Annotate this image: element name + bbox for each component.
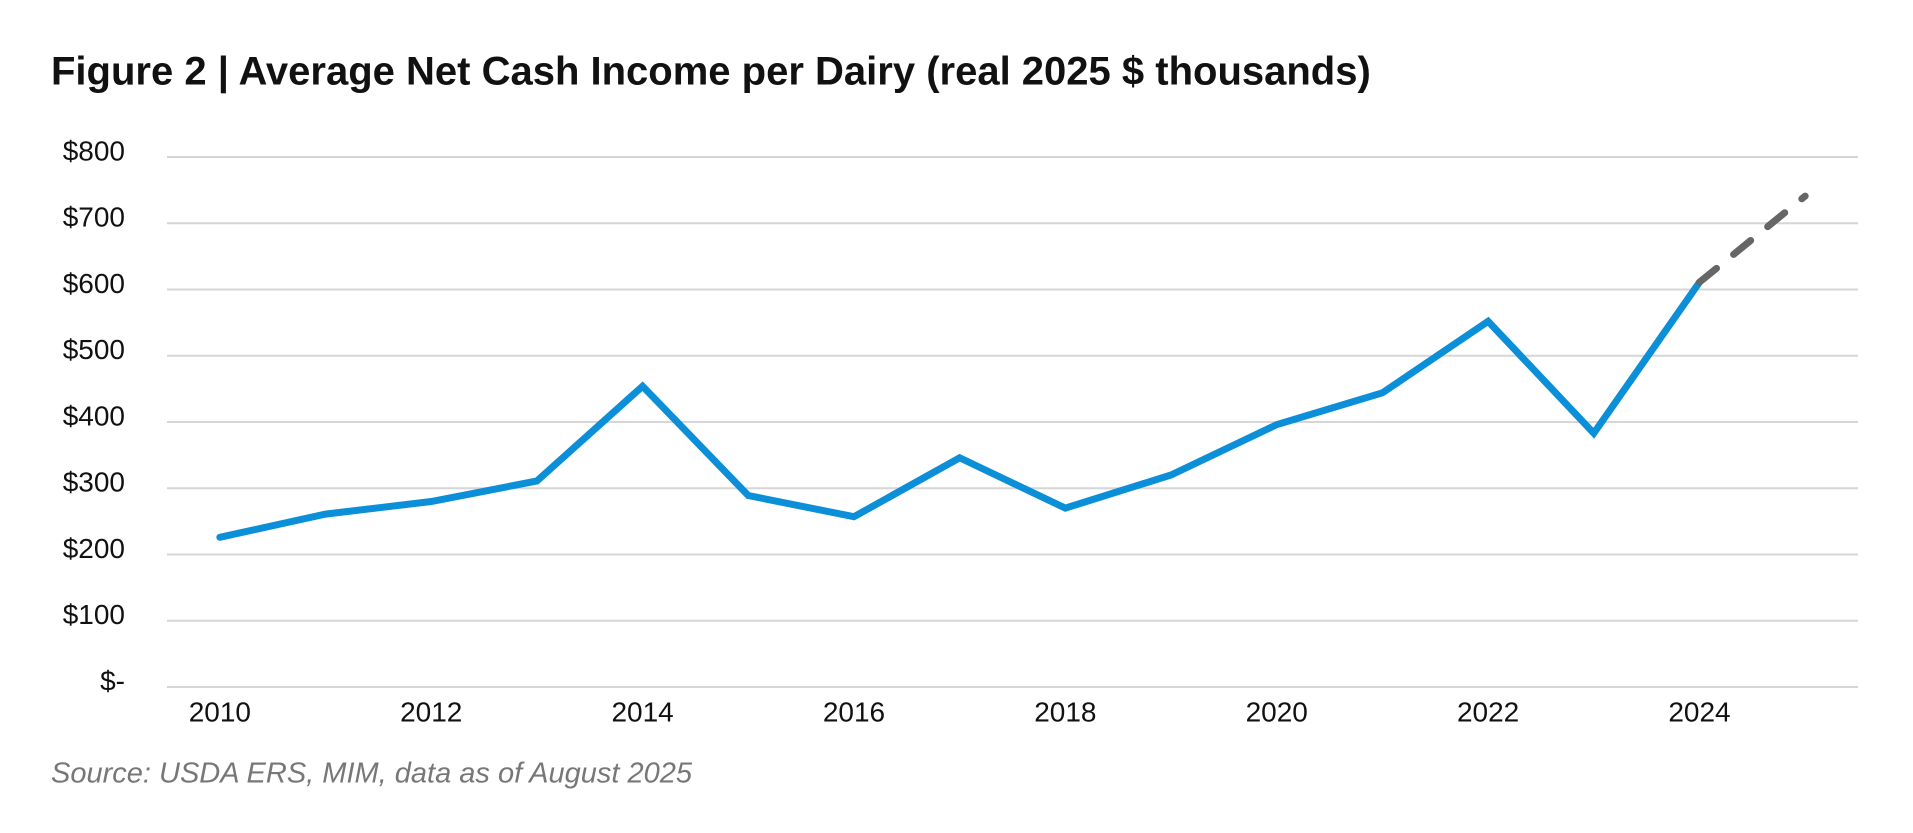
x-tick-label: 2020 (1246, 696, 1308, 727)
y-tick-label: $300 (63, 467, 125, 498)
x-tick-label: 2022 (1457, 696, 1519, 727)
x-tick-label: 2024 (1668, 696, 1730, 727)
y-tick-label: $400 (63, 400, 125, 431)
x-tick-label: 2016 (823, 696, 885, 727)
data-line (1695, 192, 1809, 286)
x-tick-label: 2018 (1034, 696, 1096, 727)
x-tick-label: 2010 (189, 696, 251, 727)
y-tick-label: $600 (63, 268, 125, 299)
x-tick-label: 2014 (611, 696, 673, 727)
y-tick-label: $800 (63, 135, 125, 166)
data-line (216, 278, 1703, 541)
y-tick-label: $- (100, 665, 125, 696)
chart-title: Figure 2 | Average Net Cash Income per D… (51, 50, 1371, 94)
y-tick-label: $500 (63, 334, 125, 365)
source-note: Source: USDA ERS, MIM, data as of August… (51, 758, 693, 790)
y-tick-label: $700 (63, 202, 125, 233)
y-tick-label: $100 (63, 599, 125, 630)
x-tick-label: 2012 (400, 696, 462, 727)
y-tick-label: $200 (63, 533, 125, 564)
